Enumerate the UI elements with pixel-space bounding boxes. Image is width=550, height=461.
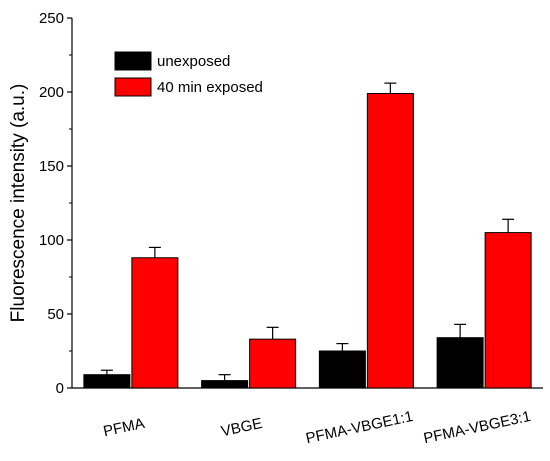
y-tick-label: 250 [39, 10, 64, 27]
legend-label-1: 40 min exposed [157, 79, 263, 96]
category-label: PFMA-VBGE3:1 [422, 408, 532, 447]
legend-swatch-1 [114, 77, 152, 97]
bar-exposed-1 [249, 338, 297, 389]
category-label: PFMA-VBGE1:1 [304, 408, 414, 447]
y-tick-label: 200 [39, 84, 64, 101]
category-label: VBGE [220, 415, 264, 440]
bar-exposed-2 [366, 92, 414, 389]
category-label: PFMA [102, 415, 146, 440]
bar-unexposed-0 [83, 374, 131, 389]
y-axis-title: Fluorescence intensity (a.u.) [8, 84, 29, 323]
y-tick-label: 50 [47, 306, 64, 323]
legend-swatch-0 [114, 51, 152, 71]
legend: unexposed 40 min exposed [114, 51, 263, 97]
bar-unexposed-2 [318, 350, 366, 389]
bar-exposed-3 [484, 232, 532, 389]
legend-label-0: unexposed [157, 53, 230, 70]
y-tick-label: 100 [39, 232, 64, 249]
bar-unexposed-3 [436, 337, 484, 389]
bar-exposed-0 [131, 257, 179, 389]
y-tick-label: 0 [56, 380, 64, 397]
bar-unexposed-1 [201, 380, 249, 389]
y-tick-label: 150 [39, 158, 64, 175]
bars [83, 82, 532, 389]
